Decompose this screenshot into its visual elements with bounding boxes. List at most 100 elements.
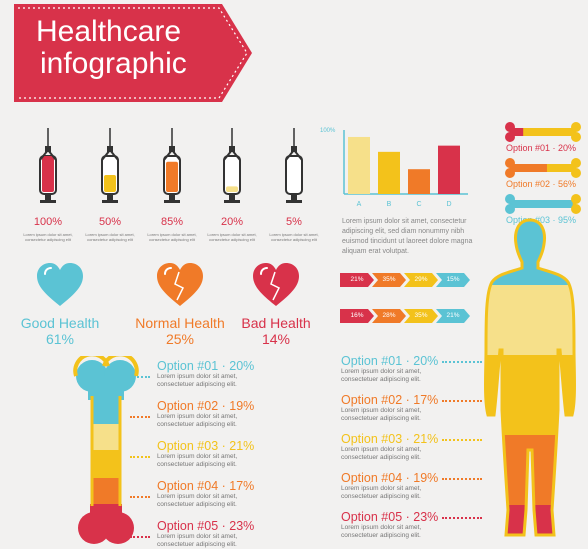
heart-icon (37, 263, 83, 306)
option-desc-line2: consectetuer adipiscing elit. (341, 532, 421, 539)
connector-dots (130, 456, 150, 458)
heart-label-name: Normal Health (135, 315, 225, 331)
y-axis-top-label: 100% (320, 128, 336, 134)
category-label: C (416, 201, 421, 208)
body-option-item: Option #02 · 17% Lorem ipsum dolor sit am… (341, 393, 438, 423)
chevron-label: 35% (414, 312, 428, 319)
connector-dots (442, 517, 482, 519)
syringe-caption: Lorem ipsum dolor sit amet, consectetur … (85, 232, 135, 242)
option-desc-line2: consectetuer adipiscing elit. (341, 493, 421, 500)
syringe-icon (163, 128, 181, 203)
bar-D (438, 145, 460, 194)
bone-option-item: Option #03 · 21% Lorem ipsum dolor sit am… (157, 439, 254, 469)
option-desc-line1: Lorem ipsum dolor sit amet, (157, 453, 238, 460)
heart-label: Bad Health 14% (216, 315, 336, 347)
syringe-percent: 85% (160, 216, 184, 228)
heart-label: Good Health 61% (0, 315, 120, 347)
option-desc-line1: Lorem ipsum dolor sit amet, (341, 485, 422, 492)
option-desc-line1: Lorem ipsum dolor sit amet, (341, 524, 422, 531)
syringe-caption: Lorem ipsum dolor sit amet, consectetur … (147, 232, 197, 242)
option-desc-line2: consectetuer adipiscing elit. (157, 421, 237, 428)
heart-icon (157, 263, 203, 306)
chevron-segment (404, 309, 438, 323)
bone-option-item: Option #05 · 23% Lorem ipsum dolor sit am… (157, 519, 254, 549)
syringe-caption: Lorem ipsum dolor sit amet, consectetur … (23, 232, 73, 242)
heart-label-name: Good Health (20, 315, 100, 331)
body-option-item: Option #05 · 23% Lorem ipsum dolor sit am… (341, 510, 438, 540)
page-title-line1: Healthcare (36, 15, 182, 48)
connector-dots (130, 536, 150, 538)
connector-dots (442, 478, 482, 480)
chevron-label: 21% (446, 312, 460, 319)
chevron-label: 28% (382, 312, 396, 319)
bone-option-item: Option #04 · 17% Lorem ipsum dolor sit am… (157, 479, 254, 509)
chevron-segment (436, 273, 470, 287)
option-desc-line2: consectetuer adipiscing elit. (157, 541, 237, 548)
chevron-segment (340, 309, 374, 323)
option-title: Option #02 · 19% (157, 399, 255, 413)
option-desc-line2: consectetuer adipiscing elit. (341, 454, 421, 461)
body-option-item: Option #03 · 21% Lorem ipsum dolor sit am… (341, 432, 438, 462)
option-desc-line2: consectetuer adipiscing elit. (341, 415, 421, 422)
bone-legend-label: Option #02 · 56% (506, 179, 577, 189)
human-body-figure (484, 218, 576, 537)
option-desc-line1: Lorem ipsum dolor sit amet, (157, 493, 238, 500)
heart-label-value: 61% (45, 331, 75, 347)
option-desc-line1: Lorem ipsum dolor sit amet, (341, 446, 422, 453)
bone-legend-label: Option #03 · 95% (506, 215, 577, 225)
category-label: B (387, 201, 392, 208)
syringe-percent: 5% (286, 216, 302, 228)
option-desc-line1: Lorem ipsum dolor sit amet, (341, 407, 422, 414)
connector-dots (442, 361, 482, 363)
option-title: Option #05 · 23% (157, 519, 255, 533)
heart-label-name: Bad Health (241, 315, 311, 331)
body-option-item: Option #04 · 19% Lorem ipsum dolor sit am… (341, 471, 438, 501)
small-bone-icon (505, 194, 581, 214)
bar-A (348, 136, 370, 194)
option-desc-line1: Lorem ipsum dolor sit amet, (157, 413, 238, 420)
chevron-segment (404, 273, 438, 287)
bar-B (378, 151, 400, 194)
bone-legend-label: Option #01 · 20% (506, 143, 577, 153)
bar-chart: 100% A B C D (320, 128, 468, 208)
bar-C (408, 169, 430, 194)
page-title-line2: infographic (40, 47, 187, 80)
option-title: Option #03 · 21% (341, 432, 439, 446)
option-desc-line2: consectetuer adipiscing elit. (341, 376, 421, 383)
bone-option-item: Option #01 · 20% Lorem ipsum dolor sit am… (157, 359, 254, 389)
connector-dots (130, 376, 150, 378)
banner-shape (14, 4, 252, 102)
syringe-caption: Lorem ipsum dolor sit amet, consectetur … (269, 232, 319, 242)
chevron-segment (436, 309, 470, 323)
option-desc-line1: Lorem ipsum dolor sit amet, (157, 373, 238, 380)
syringe-icon (101, 128, 119, 203)
heart-icon (253, 263, 299, 306)
option-title: Option #05 · 23% (341, 510, 439, 524)
heart-label-value: 14% (261, 331, 291, 347)
heart-label-value: 25% (165, 331, 195, 347)
option-title: Option #04 · 17% (157, 479, 255, 493)
option-title: Option #01 · 20% (341, 354, 439, 368)
option-desc-line2: consectetuer adipiscing elit. (157, 381, 237, 388)
small-bone-icon (505, 158, 581, 178)
chevron-label: 16% (350, 312, 364, 319)
bone-chart (73, 356, 139, 544)
chevron-label: 35% (382, 276, 396, 283)
connector-dots (130, 496, 150, 498)
syringe-percent: 100% (33, 216, 63, 228)
chevron-segment (340, 273, 374, 287)
option-desc-line1: Lorem ipsum dolor sit amet, (341, 368, 422, 375)
option-desc-line2: consectetuer adipiscing elit. (157, 461, 237, 468)
syringe-icon (223, 128, 241, 203)
option-title: Option #04 · 19% (341, 471, 439, 485)
syringe-icon (39, 128, 57, 203)
category-label: D (446, 201, 451, 208)
connector-dots (442, 400, 482, 402)
connector-dots (130, 416, 150, 418)
body-option-item: Option #01 · 20% Lorem ipsum dolor sit am… (341, 354, 438, 384)
chart-description: Lorem ipsum dolor sit amet, consectetur … (342, 218, 473, 255)
small-bone-icon (505, 122, 581, 142)
syringe-icon (285, 128, 303, 203)
chevron-label: 15% (446, 276, 460, 283)
chevron-segment (372, 273, 406, 287)
